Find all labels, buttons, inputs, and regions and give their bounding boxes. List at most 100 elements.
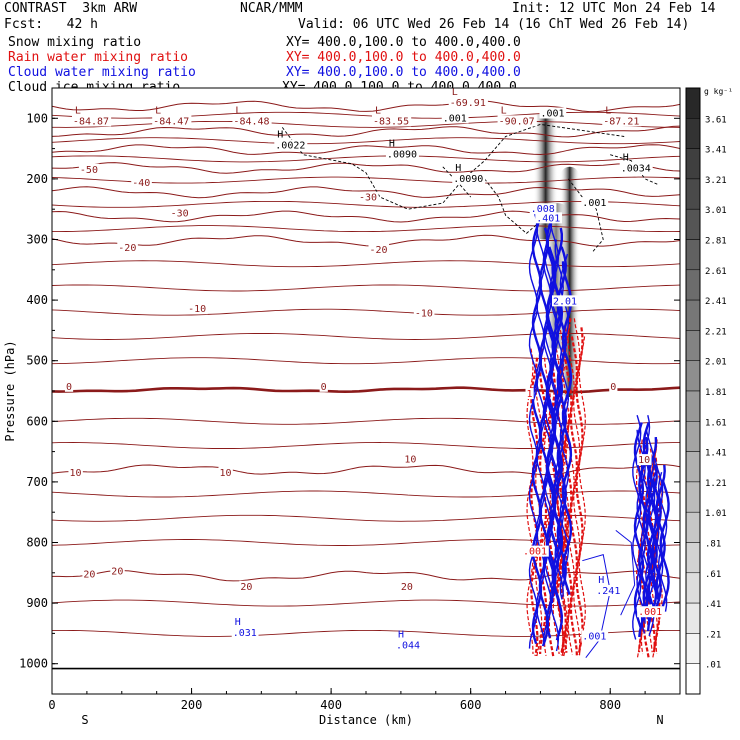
x-tick-label: 800 xyxy=(599,698,621,712)
colorbar-cell xyxy=(685,299,701,331)
temperature-contour-label: 10 xyxy=(404,455,416,466)
rain-contour xyxy=(564,318,573,653)
y-tick-label: 800 xyxy=(26,536,48,550)
colorbar-cell xyxy=(685,511,701,543)
temperature-contour xyxy=(52,176,680,184)
cloud-water-label: .044 xyxy=(396,641,420,652)
colorbar-cell xyxy=(685,87,701,119)
field-xy-rain: XY= 400.0,100.0 to 400.0,400.0 xyxy=(286,50,521,65)
colorbar-level-label: .61 xyxy=(705,570,721,580)
colorbar-cell xyxy=(685,481,701,513)
temperature-contour xyxy=(52,284,680,292)
cloud-water-contour xyxy=(615,529,636,616)
rain-water-label-bg xyxy=(522,545,549,557)
y-tick-label: 1000 xyxy=(19,657,48,671)
cloud-water-label: .241 xyxy=(596,586,620,597)
temperature-min-label-marker: L xyxy=(501,105,507,116)
temperature-contour xyxy=(52,125,680,138)
colorbar-level-label: 2.21 xyxy=(705,327,727,337)
colorbar-cell xyxy=(685,178,701,210)
temperature-contour-label: 20 xyxy=(83,570,95,581)
snow-max-label: .0022 xyxy=(275,141,305,152)
field-label-snow: Snow mixing ratio xyxy=(8,35,142,50)
temperature-contour-label-bg xyxy=(239,580,254,592)
cloud-water-label-bg xyxy=(395,639,422,651)
temperature-min-label-marker: L xyxy=(452,87,458,98)
snow-max-label-marker: H xyxy=(277,130,283,141)
cloud-water-label-bg xyxy=(595,585,623,597)
temperature-contour-label: -10 xyxy=(188,304,206,315)
temperature-min-label-marker: L xyxy=(375,105,381,116)
temperature-contour xyxy=(52,225,680,233)
temperature-contour-label: -40 xyxy=(132,178,150,189)
temperature-min-label: -83.55 xyxy=(373,116,409,127)
y-tick-label: 200 xyxy=(26,172,48,186)
temperature-contour xyxy=(52,442,680,449)
colorbar-level-label: 1.01 xyxy=(705,509,727,519)
temperature-contour-label-bg xyxy=(64,380,74,392)
temperature-contour-label-bg xyxy=(110,565,125,577)
cloud-water-contour xyxy=(632,415,642,640)
temperature-min-label-bg xyxy=(448,97,488,109)
temperature-contour xyxy=(52,333,680,340)
forecast-hour: Fcst: 42 h xyxy=(4,17,98,32)
colorbar-cell xyxy=(685,208,701,240)
temperature-contour-label: -50 xyxy=(80,165,98,176)
colorbar-cell xyxy=(685,118,701,149)
cloud-water-contour xyxy=(559,253,570,600)
temperature-min-label-bg xyxy=(602,115,642,127)
x-tick-label: 400 xyxy=(320,698,342,712)
temperature-contour xyxy=(52,144,680,156)
cloud-water-contour xyxy=(633,422,645,629)
y-tick-label: 400 xyxy=(26,293,48,307)
snow-contour xyxy=(568,178,604,252)
temperature-contour-label-bg xyxy=(117,242,138,254)
temperature-contour xyxy=(52,599,680,607)
rain-contour xyxy=(575,327,584,655)
temperature-contour xyxy=(52,186,680,199)
temperature-contour xyxy=(52,417,680,425)
temperature-contour-label-bg xyxy=(319,380,328,392)
colorbar-level-label: 2.81 xyxy=(705,237,727,247)
snow-max-label: .0090 xyxy=(387,150,417,161)
y-tick-label: 600 xyxy=(26,414,48,428)
temperature-min-label-marker: L xyxy=(155,105,161,116)
cloud-water-label-marker: H xyxy=(598,575,604,586)
temperature-min-label: -84.87 xyxy=(73,116,109,127)
cloud-water-contour xyxy=(659,479,670,608)
snow-max-label-bg xyxy=(274,139,308,151)
y-tick-label: 300 xyxy=(26,233,48,247)
snow-max-label: .001 xyxy=(540,108,564,119)
cloud-water-label-marker: H xyxy=(398,630,404,641)
snow-max-label: .001 xyxy=(443,113,467,124)
temperature-contour xyxy=(52,539,680,546)
cloud-water-contour xyxy=(649,471,660,600)
x-axis-end-label: N xyxy=(656,713,663,727)
colorbar-level-label: 2.01 xyxy=(705,358,727,368)
cloud-water-contour xyxy=(528,205,539,649)
temperature-contour-label: -30 xyxy=(359,193,377,204)
colorbar-cell xyxy=(685,360,701,392)
colorbar-level-label: 1.81 xyxy=(705,388,727,398)
colorbar-cell xyxy=(685,330,701,361)
cloud-water-label: .031 xyxy=(233,628,257,639)
cloud-water-contour xyxy=(651,479,662,614)
cloud-water-label: .001 xyxy=(582,631,606,642)
temperature-contour-label-bg xyxy=(169,207,191,219)
temperature-contour-label-bg xyxy=(413,307,435,319)
colorbar-cell xyxy=(685,148,701,180)
temperature-contour xyxy=(52,155,680,163)
snow-max-label-bg xyxy=(385,148,419,160)
init-time: Init: 12 UTC Mon 24 Feb 14 xyxy=(512,1,716,16)
colorbar-cell xyxy=(685,269,701,301)
field-xy-cloud-water: XY= 400.0,100.0 to 400.0,400.0 xyxy=(286,65,521,80)
field-label-rain: Rain water mixing ratio xyxy=(8,50,189,65)
temperature-min-label-marker: L xyxy=(605,105,611,116)
colorbar-level-label: 1.41 xyxy=(705,449,727,459)
temperature-min-label: -84.47 xyxy=(153,116,189,127)
temperature-contour-label-bg xyxy=(187,303,208,315)
temperature-min-label-bg xyxy=(152,115,192,127)
colorbar-cell xyxy=(685,390,701,422)
temperature-contour-label: 20 xyxy=(111,567,123,578)
cloud-water-contour xyxy=(538,227,550,647)
